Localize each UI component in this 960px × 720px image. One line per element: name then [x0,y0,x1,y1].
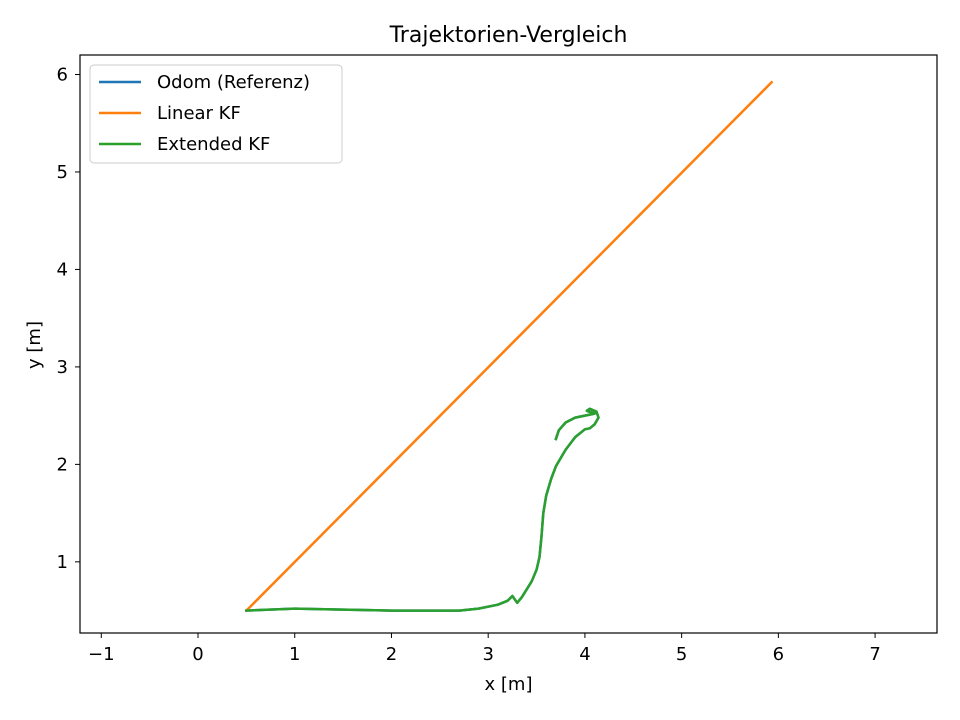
y-tick-label: 4 [57,259,68,280]
legend-label: Extended KF [157,134,270,155]
chart-title: Trajektorien-Vergleich [389,23,628,48]
x-tick-label: 0 [192,644,203,665]
plot-area [244,80,774,613]
x-tick-label: 2 [386,644,397,665]
x-tick-label: 7 [869,644,880,665]
y-tick-label: 2 [57,454,68,475]
y-tick-label: 6 [57,64,68,85]
x-tick-label: 6 [773,644,784,665]
x-tick-label: 1 [289,644,300,665]
x-tick-label: 3 [482,644,493,665]
legend-label: Linear KF [157,103,241,124]
legend-label: Odom (Referenz) [157,72,310,93]
x-tick-label: 5 [676,644,687,665]
y-tick-label: 5 [57,162,68,183]
x-tick-label: 4 [579,644,590,665]
legend: Odom (Referenz) Linear KF Extended KF [89,64,343,164]
x-axis-title: x [m] [485,674,533,695]
x-tick-label: −1 [88,644,115,665]
y-axis-title: y [m] [24,321,45,369]
axes: −1 0 1 2 3 4 5 6 7 1 2 3 4 5 6 [57,54,938,665]
series-line-1 [244,80,774,613]
series-line-2 [245,407,600,612]
y-tick-label: 3 [57,357,68,378]
y-tick-label: 1 [57,552,68,573]
legend-box [89,64,343,164]
axes-frame [79,54,938,634]
